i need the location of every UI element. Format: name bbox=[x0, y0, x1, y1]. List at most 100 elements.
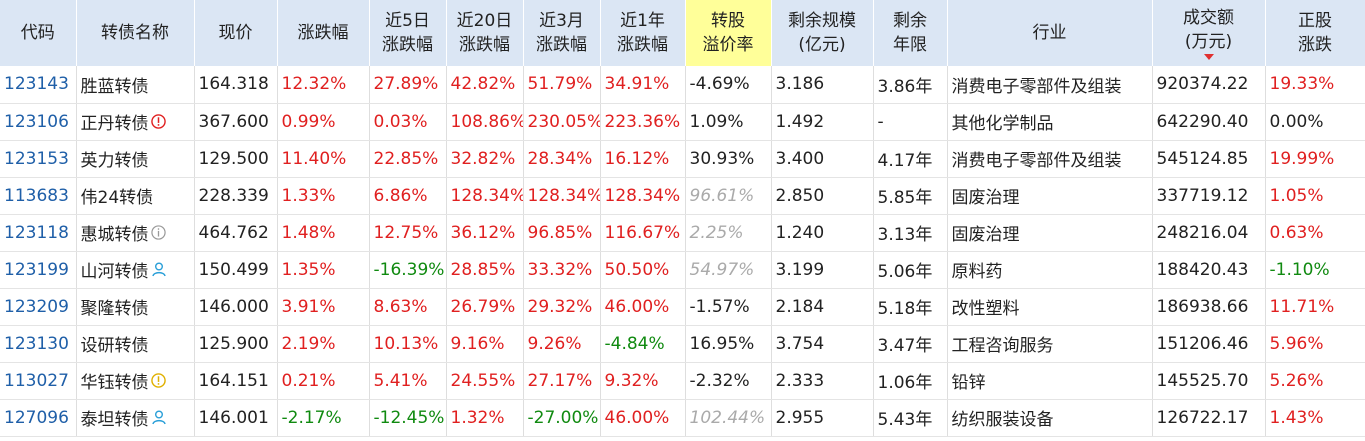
bond-name-cell[interactable]: 山河转债 bbox=[76, 251, 195, 289]
bond-name-cell-text[interactable]: 泰坦转债 bbox=[80, 409, 149, 430]
bond-name-cell-text[interactable]: 惠城转债 bbox=[80, 225, 149, 245]
table-row[interactable]: 123106 正丹转债 367.600 0.99% 0.03% 108.86% 230.05… bbox=[0, 103, 1365, 141]
user-icon[interactable] bbox=[151, 261, 167, 282]
bond-name-cell-text[interactable]: 华钰转债 bbox=[80, 373, 149, 393]
bond-name-cell[interactable]: 伟24转债 bbox=[76, 177, 195, 215]
change-20d-cell: 128.34% bbox=[446, 177, 524, 215]
industry-cell: 消费电子零部件及组装 bbox=[947, 66, 1153, 104]
bond-name-cell-text[interactable]: 聚隆转债 bbox=[80, 299, 149, 319]
bond-name-cell[interactable]: 惠城转债 bbox=[76, 214, 195, 252]
bond-code-cell[interactable]: 123106 bbox=[0, 103, 77, 141]
bond-code-cell[interactable]: 123130 bbox=[0, 325, 77, 363]
bond-name-cell-text[interactable]: 正丹转债 bbox=[80, 114, 149, 134]
bond-name-cell[interactable]: 华钰转债 bbox=[76, 362, 195, 400]
stock-change-cell-text: 19.33% bbox=[1269, 74, 1335, 95]
price-cell: 146.001 bbox=[194, 399, 278, 437]
bond-code-cell[interactable]: 123143 bbox=[0, 66, 77, 104]
column-header-code[interactable]: 代码 bbox=[0, 0, 77, 66]
column-header-industry[interactable]: 行业 bbox=[947, 0, 1153, 66]
bond-code-cell-text[interactable]: 123106 bbox=[4, 111, 69, 132]
scale-cell-text: 1.240 bbox=[775, 222, 825, 243]
bond-code-cell-text[interactable]: 127096 bbox=[4, 407, 69, 428]
bond-code-cell[interactable]: 123153 bbox=[0, 140, 77, 178]
column-header-price[interactable]: 现价 bbox=[194, 0, 278, 66]
column-header-line1: 转债名称 bbox=[101, 23, 169, 43]
column-header-years[interactable]: 剩余 年限 bbox=[873, 0, 948, 66]
bond-name-cell-text[interactable]: 英力转债 bbox=[80, 151, 149, 171]
premium-cell-text: 96.61% bbox=[689, 185, 755, 206]
bond-code-cell[interactable]: 123209 bbox=[0, 288, 77, 326]
stock-change-cell-text: 5.26% bbox=[1269, 370, 1324, 391]
bond-code-cell[interactable]: 127096 bbox=[0, 399, 77, 437]
bond-name-cell[interactable]: 设研转债 bbox=[76, 325, 195, 363]
bond-name-cell[interactable]: 泰坦转债 bbox=[76, 399, 195, 437]
column-header-d5[interactable]: 近5日 涨跌幅 bbox=[369, 0, 447, 66]
column-header-m3[interactable]: 近3月 涨跌幅 bbox=[523, 0, 601, 66]
change-cell-text: 1.35% bbox=[281, 259, 336, 280]
table-row[interactable]: 123209 聚隆转债 146.000 3.91% 8.63% 26.79% 29.32% 4… bbox=[0, 288, 1365, 326]
warning-yellow-icon[interactable] bbox=[150, 373, 166, 393]
change-20d-cell-text: 32.82% bbox=[450, 148, 516, 169]
column-header-d20[interactable]: 近20日 涨跌幅 bbox=[446, 0, 524, 66]
bond-name-cell[interactable]: 胜蓝转债 bbox=[76, 66, 195, 104]
table-row[interactable]: 123130 设研转债 125.900 2.19% 10.13% 9.16% 9.26% -4… bbox=[0, 325, 1365, 363]
bond-code-cell-text[interactable]: 123130 bbox=[4, 333, 69, 354]
price-cell: 228.339 bbox=[194, 177, 278, 215]
change-cell: 2.19% bbox=[277, 325, 370, 363]
change-1y-cell: -4.84% bbox=[600, 325, 686, 363]
premium-cell-text: 16.95% bbox=[689, 333, 755, 354]
bond-name-cell-text[interactable]: 设研转债 bbox=[80, 336, 149, 356]
bond-code-cell[interactable]: 113027 bbox=[0, 362, 77, 400]
table-row[interactable]: 127096 泰坦转债 146.001 -2.17% -12.45% 1.32% -27.0… bbox=[0, 399, 1365, 437]
change-5d-cell-text: 6.86% bbox=[373, 185, 428, 206]
change-20d-cell: 9.16% bbox=[446, 325, 524, 363]
table-row[interactable]: 123143 胜蓝转债 164.318 12.32% 27.89% 42.82% 51.79… bbox=[0, 66, 1365, 104]
bond-code-cell-text[interactable]: 123209 bbox=[4, 296, 69, 317]
premium-cell: 96.61% bbox=[685, 177, 772, 215]
bond-code-cell[interactable]: 123118 bbox=[0, 214, 77, 252]
info-icon[interactable] bbox=[150, 225, 166, 245]
table-row[interactable]: 113027 华钰转债 164.151 0.21% 5.41% 24.55% 27.17% 9… bbox=[0, 362, 1365, 400]
column-header-stock[interactable]: 正股 涨跌 bbox=[1265, 0, 1365, 66]
bond-code-cell[interactable]: 113683 bbox=[0, 177, 77, 215]
column-header-line1: 现价 bbox=[218, 23, 253, 43]
change-20d-cell-text: 42.82% bbox=[450, 74, 516, 95]
turnover-cell-text: 188420.43 bbox=[1156, 259, 1249, 280]
premium-cell: 54.97% bbox=[685, 251, 772, 289]
change-1y-cell-text: 9.32% bbox=[604, 370, 659, 391]
table-row[interactable]: 123118 惠城转债 464.762 1.48% 12.75% 36.12% 96.85%… bbox=[0, 214, 1365, 252]
change-1y-cell: 50.50% bbox=[600, 251, 686, 289]
turnover-cell-text: 151206.46 bbox=[1156, 333, 1249, 354]
bond-name-cell[interactable]: 正丹转债 bbox=[76, 103, 195, 141]
premium-cell: 102.44% bbox=[685, 399, 772, 437]
remaining-years-cell-text: 5.43年 bbox=[877, 410, 933, 430]
column-header-turnover[interactable]: 成交额 (万元) bbox=[1152, 0, 1266, 66]
bond-name-cell[interactable]: 英力转债 bbox=[76, 140, 195, 178]
table-row[interactable]: 123199 山河转债 150.499 1.35% -16.39% 28.85% 33.32… bbox=[0, 251, 1365, 289]
change-1y-cell: 46.00% bbox=[600, 399, 686, 437]
column-header-line1: 成交额 bbox=[1183, 8, 1234, 28]
warning-red-icon[interactable] bbox=[150, 114, 166, 134]
table-row[interactable]: 113683 伟24转债 228.339 1.33% 6.86% 128.34% 128.3… bbox=[0, 177, 1365, 215]
bond-code-cell-text[interactable]: 113027 bbox=[4, 370, 69, 391]
column-header-y1[interactable]: 近1年 涨跌幅 bbox=[600, 0, 686, 66]
bond-code-cell[interactable]: 123199 bbox=[0, 251, 77, 289]
column-header-name[interactable]: 转债名称 bbox=[76, 0, 195, 66]
bond-name-cell-text[interactable]: 山河转债 bbox=[80, 261, 149, 282]
column-header-scale[interactable]: 剩余规模 (亿元) bbox=[771, 0, 874, 66]
industry-cell-text: 固废治理 bbox=[951, 188, 1020, 208]
stock-change-cell: 11.71% bbox=[1265, 288, 1365, 326]
table-row[interactable]: 123153 英力转债 129.500 11.40% 22.85% 32.82% 28.34… bbox=[0, 140, 1365, 178]
user-icon[interactable] bbox=[151, 409, 167, 430]
bond-name-cell-text[interactable]: 胜蓝转债 bbox=[80, 76, 149, 97]
bond-code-cell-text[interactable]: 123153 bbox=[4, 148, 69, 169]
scale-cell: 1.240 bbox=[771, 214, 874, 252]
bond-code-cell-text[interactable]: 123118 bbox=[4, 222, 69, 243]
bond-name-cell[interactable]: 聚隆转债 bbox=[76, 288, 195, 326]
bond-code-cell-text[interactable]: 123199 bbox=[4, 259, 69, 280]
column-header-prem[interactable]: 转股 溢价率 bbox=[685, 0, 772, 66]
bond-name-cell-text[interactable]: 伟24转债 bbox=[80, 188, 154, 208]
bond-code-cell-text[interactable]: 123143 bbox=[4, 74, 69, 95]
bond-code-cell-text[interactable]: 113683 bbox=[4, 185, 69, 206]
column-header-chg[interactable]: 涨跌幅 bbox=[277, 0, 370, 66]
